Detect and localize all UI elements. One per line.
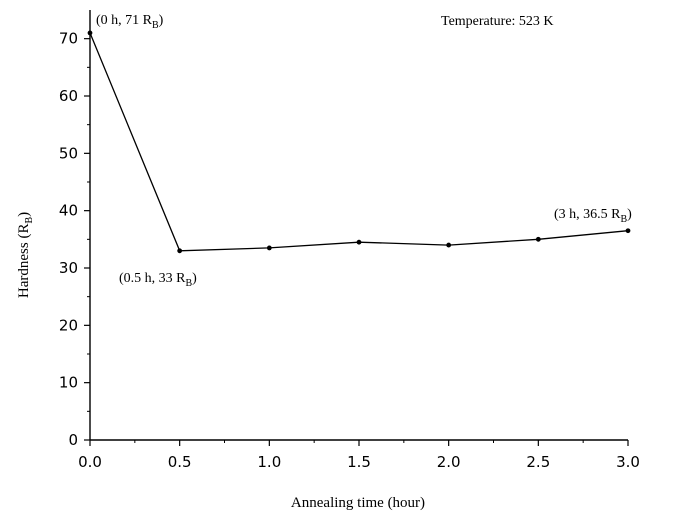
axis-ticks: 0.0 0.5 1.0 1.5 2.0 2.5 3.0 0 10 20 30 40 50 60 70 (59, 30, 640, 471)
x-tick-label: 2.0 (437, 453, 461, 471)
x-tick-label: 1.5 (347, 453, 371, 471)
data-point (177, 248, 183, 254)
data-point (356, 239, 362, 245)
x-tick-label: 0.5 (168, 453, 192, 471)
y-tick-label: 40 (59, 202, 78, 220)
axes (89, 10, 628, 441)
data-point (535, 236, 541, 242)
y-tick-label: 50 (59, 144, 78, 162)
y-axis-title: Hardness (RB) (16, 212, 35, 298)
x-tick-label: 1.0 (257, 453, 281, 471)
y-tick-label: 70 (59, 30, 78, 48)
data-point (446, 242, 452, 248)
y-tick-label: 0 (68, 431, 78, 449)
x-tick-label: 2.5 (526, 453, 550, 471)
data-point (266, 245, 272, 251)
annotation-end: (3 h, 36.5 RB) (554, 207, 632, 225)
y-tick-label: 20 (59, 316, 78, 334)
hardness-series-line (89, 32, 629, 252)
data-point (625, 228, 631, 234)
x-axis-title: Annealing time (hour) (291, 495, 425, 511)
x-tick-label: 0.0 (78, 453, 102, 471)
y-tick-label: 60 (59, 87, 78, 105)
y-tick-label: 30 (59, 259, 78, 277)
data-point (87, 30, 93, 36)
annotation-start: (0 h, 71 RB) (96, 13, 164, 31)
y-tick-label: 10 (59, 374, 78, 392)
series-layer (87, 30, 631, 254)
annotation-min: (0.5 h, 33 RB) (119, 271, 197, 289)
temperature-note: Temperature: 523 K (441, 14, 554, 29)
x-tick-label: 3.0 (616, 453, 640, 471)
